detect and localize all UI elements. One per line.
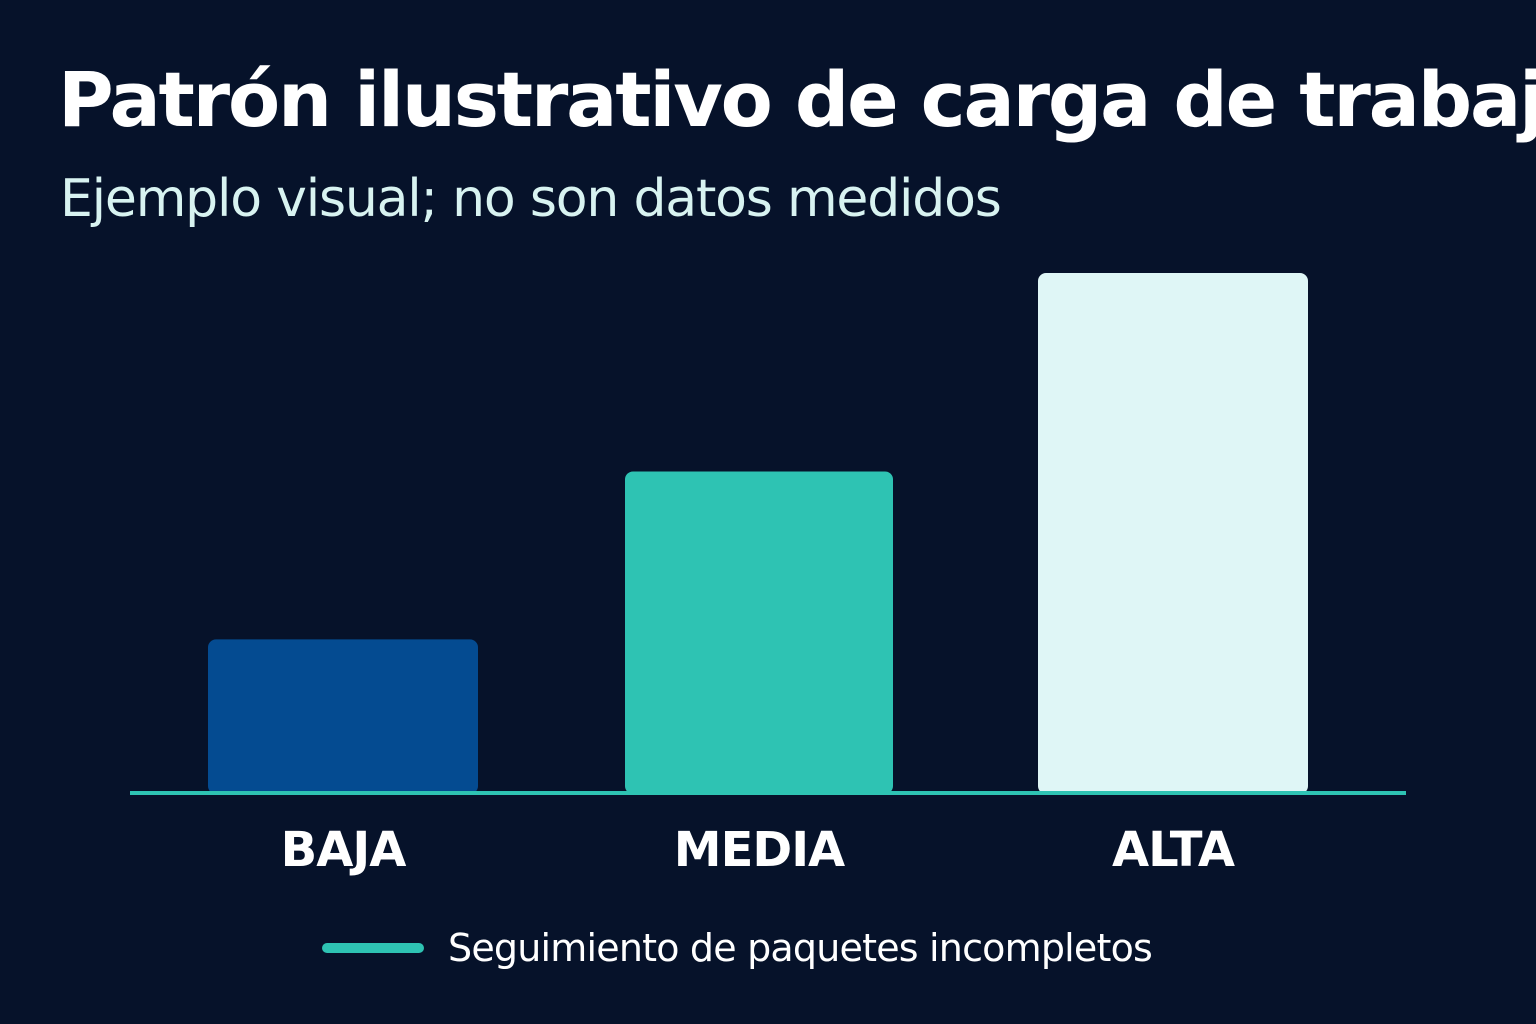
chart-subtitle: Ejemplo visual; no son datos medidos	[60, 169, 1002, 229]
legend-swatch	[322, 943, 424, 953]
tick-label-media: MEDIA	[674, 822, 845, 878]
bar-alta	[1038, 273, 1308, 794]
legend: Seguimiento de paquetes incompletos	[322, 920, 1153, 976]
tick-label-alta: ALTA	[1112, 822, 1235, 878]
tick-label-baja: BAJA	[281, 822, 407, 878]
legend-label: Seguimiento de paquetes incompletos	[448, 926, 1153, 970]
chart-title: Patrón ilustrativo de carga de trabajo	[58, 55, 1536, 144]
bar-baja	[208, 639, 478, 794]
bar-media	[625, 471, 893, 794]
